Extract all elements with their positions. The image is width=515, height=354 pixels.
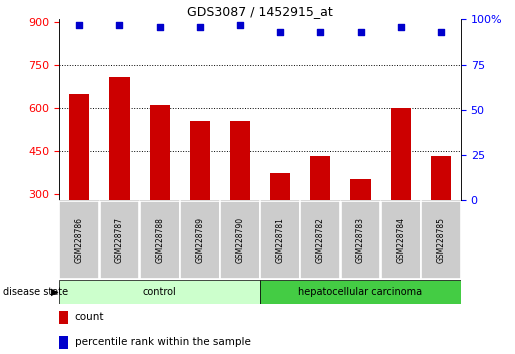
Point	[437, 29, 445, 35]
Text: percentile rank within the sample: percentile rank within the sample	[75, 337, 251, 347]
Bar	[59, 311, 67, 324]
Text: GSM228786: GSM228786	[75, 217, 84, 263]
FancyBboxPatch shape	[59, 201, 99, 279]
Text: GSM228785: GSM228785	[436, 217, 445, 263]
Point	[356, 29, 365, 35]
FancyBboxPatch shape	[340, 201, 381, 279]
FancyBboxPatch shape	[300, 201, 340, 279]
Text: ▶: ▶	[50, 287, 58, 297]
Point	[156, 24, 164, 29]
FancyBboxPatch shape	[260, 280, 461, 304]
Point	[115, 22, 124, 28]
Point	[196, 24, 204, 29]
Bar	[350, 178, 370, 200]
Text: GSM228784: GSM228784	[396, 217, 405, 263]
Bar	[270, 173, 290, 200]
Bar	[59, 336, 67, 349]
Text: GSM228788: GSM228788	[155, 217, 164, 263]
Text: GSM228782: GSM228782	[316, 217, 325, 263]
Bar	[69, 94, 89, 200]
FancyBboxPatch shape	[220, 201, 260, 279]
Bar	[310, 156, 330, 200]
FancyBboxPatch shape	[99, 201, 140, 279]
FancyBboxPatch shape	[59, 280, 260, 304]
Point	[236, 22, 244, 28]
Bar	[390, 108, 410, 200]
Point	[75, 22, 83, 28]
FancyBboxPatch shape	[421, 201, 461, 279]
FancyBboxPatch shape	[381, 201, 421, 279]
Point	[397, 24, 405, 29]
Bar	[109, 77, 129, 200]
Text: GSM228789: GSM228789	[195, 217, 204, 263]
Point	[276, 29, 284, 35]
FancyBboxPatch shape	[180, 201, 220, 279]
Text: GSM228787: GSM228787	[115, 217, 124, 263]
FancyBboxPatch shape	[260, 201, 300, 279]
FancyBboxPatch shape	[140, 201, 180, 279]
Text: disease state: disease state	[3, 287, 67, 297]
Bar	[230, 121, 250, 200]
Point	[316, 29, 324, 35]
Bar	[149, 105, 169, 200]
Text: hepatocellular carcinoma: hepatocellular carcinoma	[298, 287, 423, 297]
Text: GSM228781: GSM228781	[276, 217, 285, 263]
Bar	[190, 121, 210, 200]
Title: GDS3087 / 1452915_at: GDS3087 / 1452915_at	[187, 5, 333, 18]
Text: GSM228790: GSM228790	[235, 217, 245, 263]
Text: control: control	[143, 287, 177, 297]
Text: GSM228783: GSM228783	[356, 217, 365, 263]
Text: count: count	[75, 312, 104, 322]
Bar	[431, 156, 451, 200]
